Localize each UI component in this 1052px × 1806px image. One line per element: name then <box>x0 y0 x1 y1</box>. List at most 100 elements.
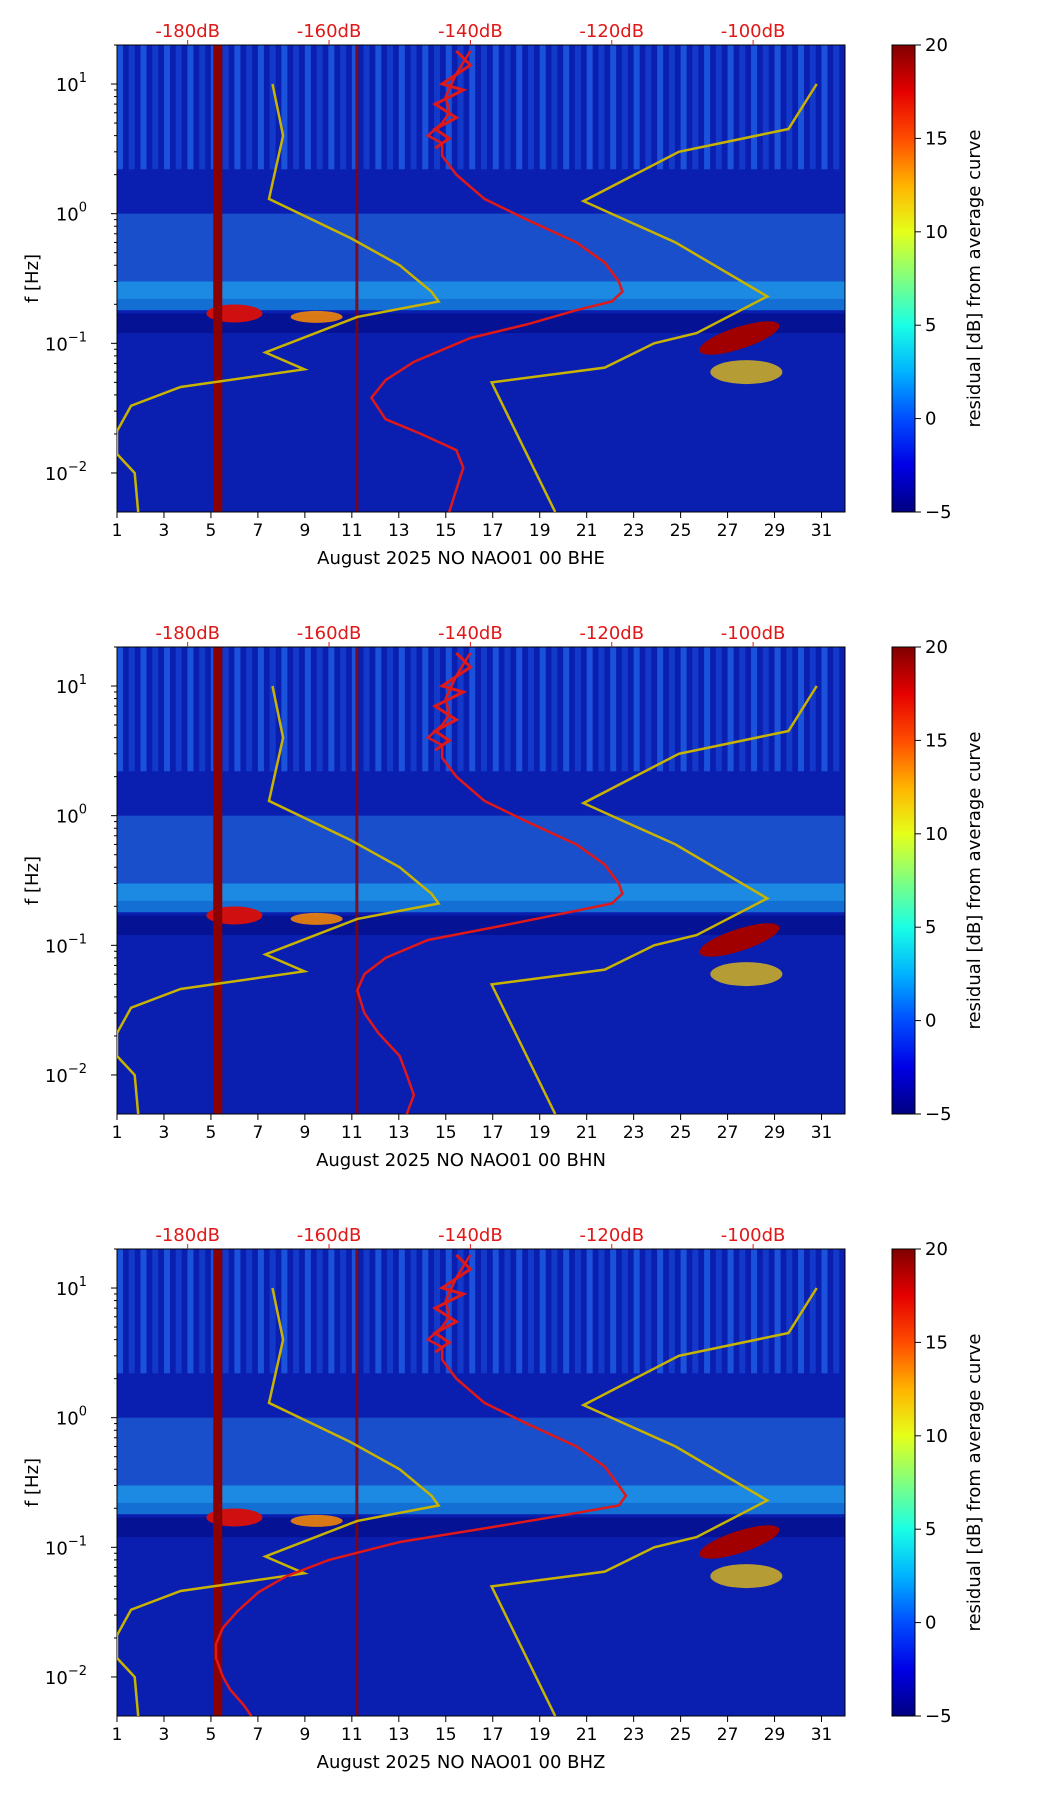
daily-noise-stripe <box>516 1249 523 1374</box>
daily-noise-stripe <box>163 647 170 772</box>
daily-noise-stripe <box>293 1249 300 1374</box>
average-psd-curve-fringe <box>432 651 473 752</box>
colorbar-tick-label: 5 <box>925 315 936 336</box>
daily-noise-stripe <box>128 45 135 170</box>
daily-noise-stripe <box>598 1249 605 1374</box>
x-axis-label: August 2025 NO NAO01 00 BHZ <box>317 1752 606 1773</box>
colorbar-tick-label: −5 <box>925 1706 952 1727</box>
colorbar-tick-label: 15 <box>925 128 948 149</box>
daily-noise-stripe <box>574 1249 581 1374</box>
y-tick-label: 10−1 <box>45 1534 87 1559</box>
daily-noise-stripe <box>610 45 617 170</box>
daily-noise-stripe <box>598 45 605 170</box>
daily-noise-stripe <box>680 45 687 170</box>
spectrogram-panel: 1 3 5 7 9 11 13 15 17 19 21 23 25 27 29 31 August 2025 N… <box>0 0 1052 602</box>
top-db-label: -140dB <box>438 21 503 42</box>
daily-noise-stripe <box>551 45 558 170</box>
daily-noise-stripe <box>175 647 182 772</box>
daily-noise-stripe <box>727 1249 734 1374</box>
x-tick-label: 3 <box>159 1123 170 1143</box>
y-tick-label: 100 <box>56 201 87 226</box>
daily-noise-stripe <box>645 1249 652 1374</box>
daily-noise-stripe <box>375 1249 382 1374</box>
x-tick-label: 15 <box>435 521 457 541</box>
x-tick-label: 5 <box>206 1725 217 1745</box>
daily-noise-stripe <box>563 45 570 170</box>
data-gap-bar <box>213 45 223 512</box>
daily-noise-stripe <box>434 1249 441 1374</box>
colorbar-label: residual [dB] from average curve <box>964 731 985 1029</box>
top-db-label: -180dB <box>155 1225 220 1246</box>
noise-model-curve <box>117 1287 441 1716</box>
x-tick-label: 3 <box>159 1725 170 1745</box>
top-db-label: -100dB <box>721 623 786 644</box>
daily-noise-stripe <box>762 45 769 170</box>
daily-noise-stripe <box>457 1249 464 1374</box>
daily-noise-stripe <box>481 45 487 170</box>
daily-noise-stripe <box>821 45 828 170</box>
daily-noise-stripe <box>657 1249 664 1374</box>
colorbar-tick-label: 5 <box>925 1519 936 1540</box>
x-tick-label: 25 <box>670 521 692 541</box>
daily-noise-stripe <box>668 647 675 772</box>
x-axis-label: August 2025 NO NAO01 00 BHE <box>317 548 605 569</box>
storm-event <box>710 1564 783 1589</box>
daily-noise-stripe <box>222 647 229 772</box>
daily-noise-stripe <box>434 647 441 772</box>
colorbar-tick-label: −5 <box>925 1104 952 1125</box>
y-axis-label: f [Hz] <box>22 254 43 303</box>
daily-noise-stripe <box>680 647 687 772</box>
daily-noise-stripe <box>387 647 394 772</box>
daily-noise-stripe <box>786 45 793 170</box>
storm-event <box>699 1525 780 1559</box>
storm-event <box>290 310 343 323</box>
y-tick-label: 10−2 <box>45 1664 87 1689</box>
daily-noise-stripe <box>551 1249 558 1374</box>
storm-event <box>699 923 780 957</box>
colorbar <box>891 44 916 513</box>
x-tick-label: 23 <box>623 521 645 541</box>
daily-noise-stripe <box>269 45 276 170</box>
daily-noise-stripe <box>304 45 311 170</box>
spectrogram-panel: 1 3 5 7 9 11 13 15 17 19 21 23 25 27 29 31 August 2025 N… <box>0 1204 1052 1806</box>
data-gap-bar <box>355 1249 359 1716</box>
x-tick-label: 19 <box>529 1725 551 1745</box>
daily-noise-stripe <box>774 45 781 170</box>
daily-noise-stripe <box>633 45 640 170</box>
x-tick-label: 17 <box>482 521 504 541</box>
daily-noise-stripe <box>668 45 675 170</box>
y-tick-label: 100 <box>56 1405 87 1430</box>
daily-noise-stripe <box>293 45 300 170</box>
x-tick-label: 9 <box>299 521 310 541</box>
colorbar-label: residual [dB] from average curve <box>964 129 985 427</box>
daily-noise-stripe <box>739 1249 746 1374</box>
daily-noise-stripe <box>246 647 253 772</box>
daily-noise-stripe <box>351 647 358 772</box>
daily-noise-stripe <box>281 1249 288 1374</box>
daily-noise-stripe <box>257 1249 264 1374</box>
data-gap-bar <box>355 647 359 1114</box>
top-db-label: -120dB <box>579 623 644 644</box>
colorbar-tick-label: 0 <box>925 1011 936 1032</box>
storm-event <box>699 321 780 355</box>
daily-noise-stripe <box>704 647 711 772</box>
daily-noise-stripe <box>422 45 429 170</box>
daily-noise-stripe <box>774 1249 781 1374</box>
daily-noise-stripe <box>751 647 758 772</box>
daily-noise-stripe <box>328 1249 335 1374</box>
daily-noise-stripe <box>163 1249 170 1374</box>
spectrogram-panel: 1 3 5 7 9 11 13 15 17 19 21 23 25 27 29 31 August 2025 N… <box>0 602 1052 1204</box>
noise-model-curve <box>489 685 818 1114</box>
average-psd-curve-fringe <box>432 49 473 150</box>
daily-noise-stripe <box>117 45 123 170</box>
daily-noise-stripe <box>398 647 405 772</box>
daily-noise-stripe <box>668 1249 675 1374</box>
y-tick-label: 10−1 <box>45 932 87 957</box>
daily-noise-stripe <box>492 1249 499 1374</box>
x-tick-label: 13 <box>388 1123 410 1143</box>
daily-noise-stripe <box>269 647 276 772</box>
x-tick-label: 17 <box>482 1123 504 1143</box>
daily-noise-stripe <box>774 647 781 772</box>
daily-noise-stripe <box>809 1249 816 1374</box>
daily-noise-stripe <box>821 647 828 772</box>
